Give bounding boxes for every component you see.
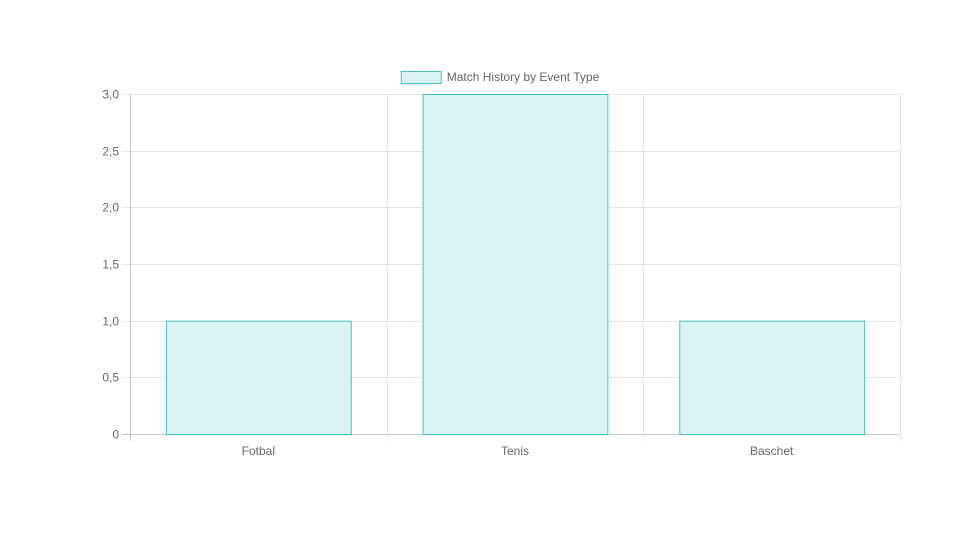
legend-swatch[interactable]	[400, 71, 442, 84]
bar-tenis[interactable]	[422, 94, 609, 435]
x-tick-label: Baschet	[750, 444, 794, 458]
y-tick-label: 1,0	[102, 315, 119, 329]
legend[interactable]: Match History by Event Type	[400, 70, 600, 84]
x-tick-label: Tenis	[501, 444, 529, 458]
bars	[165, 94, 866, 435]
y-tick-label: 2,0	[102, 201, 119, 215]
y-tick-label: 0	[112, 428, 119, 442]
x-axis-tick-labels: Fotbal Tenis Baschet	[242, 444, 794, 458]
y-tick-label: 0,5	[102, 371, 119, 385]
bar-baschet[interactable]	[679, 320, 866, 435]
y-tick-label: 3,0	[102, 88, 119, 102]
x-tick-label: Fotbal	[242, 444, 275, 458]
bar-fotbal[interactable]	[165, 320, 352, 435]
y-tick-label: 1,5	[102, 258, 119, 272]
y-tick-label: 2,5	[102, 145, 119, 159]
legend-label[interactable]: Match History by Event Type	[447, 70, 600, 84]
y-axis-tick-labels: 0 0,5 1,0 1,5 2,0 2,5 3,0	[102, 88, 119, 442]
